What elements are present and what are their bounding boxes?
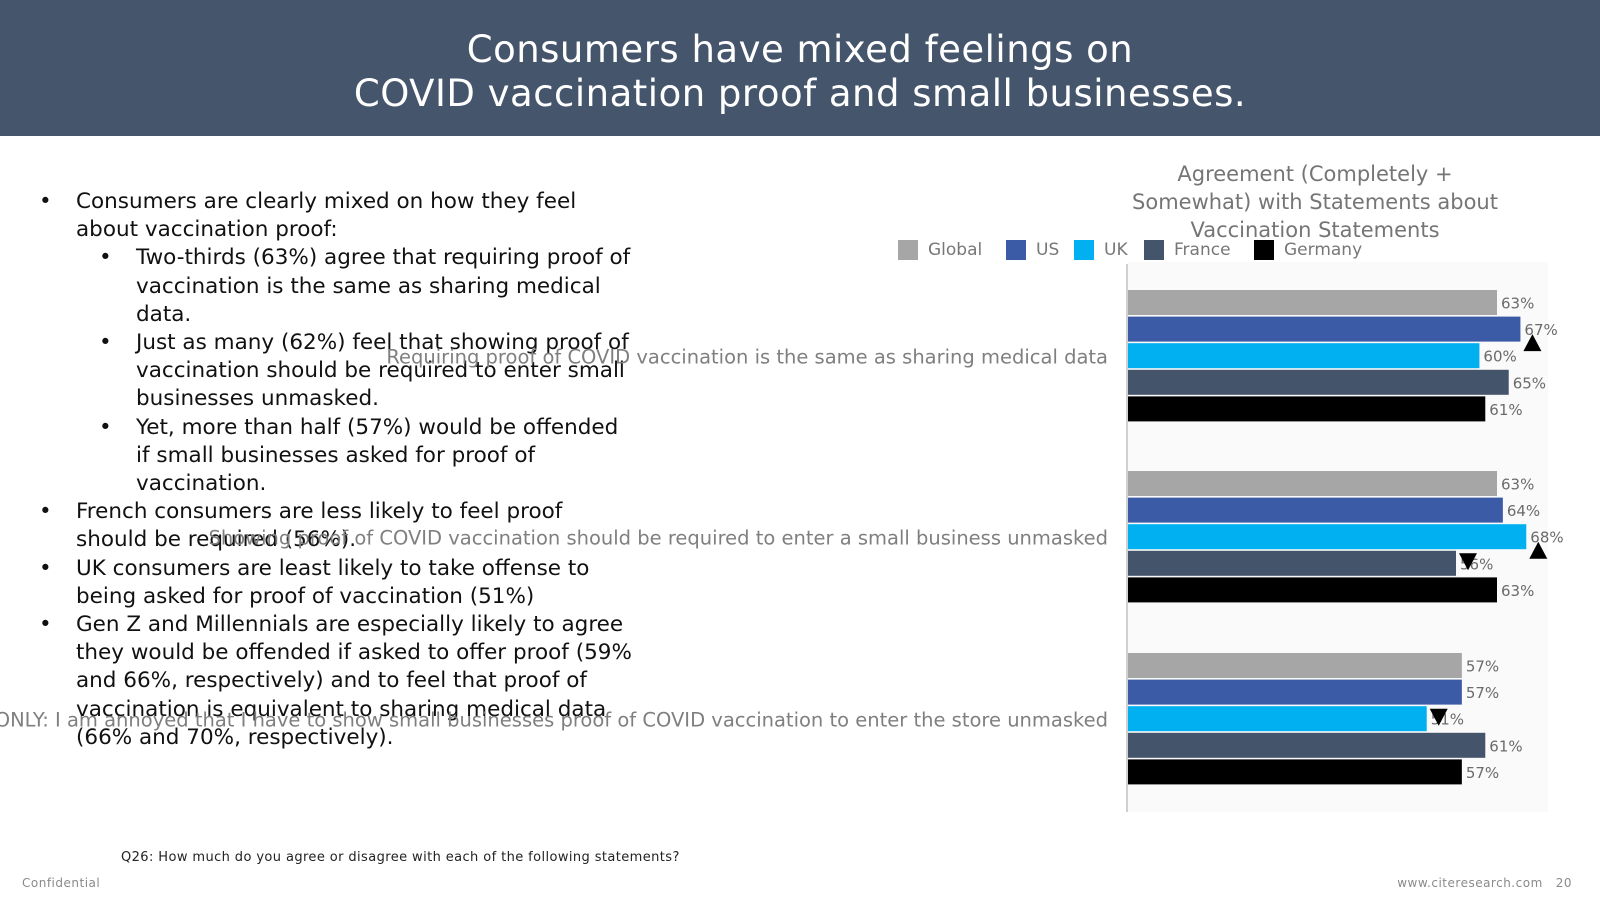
confidential-label: Confidential: [22, 876, 101, 890]
bar: [1128, 706, 1427, 732]
data-label: 68%: [1530, 529, 1563, 547]
bar: [1128, 316, 1521, 342]
legend-swatch-global: [898, 240, 918, 260]
data-label: 57%: [1466, 764, 1499, 782]
page-title-line2: COVID vaccination proof and small busine…: [353, 72, 1247, 115]
bullet-text: Consumers are clearly mixed on how they …: [76, 189, 577, 243]
category-label: Requiring proof of COVID vaccination is …: [386, 346, 1108, 369]
header-banner: Consumers have mixed feelings on COVID v…: [0, 0, 1600, 136]
legend-swatch-uk: [1074, 240, 1094, 260]
bar: [1128, 369, 1509, 395]
data-label: 57%: [1466, 658, 1499, 676]
category-label: ONLY: I am annoyed that I have to show s…: [0, 709, 1108, 732]
sub-bullet-list: Two-thirds (63%) agree that requiring pr…: [96, 244, 636, 498]
bar: [1128, 550, 1456, 576]
bullet-item: French consumers are less likely to feel…: [36, 498, 636, 554]
footer-right: www.citeresearch.com 20: [1397, 876, 1572, 890]
legend-item-france: France: [1144, 239, 1231, 261]
legend-label-france: France: [1174, 240, 1231, 260]
legend-swatch-france: [1144, 240, 1164, 260]
bar: [1128, 343, 1480, 369]
data-label: 64%: [1507, 502, 1540, 520]
significance-down-icon: [1429, 708, 1448, 726]
data-label: 57%: [1466, 684, 1499, 702]
data-label: 67%: [1524, 321, 1557, 339]
legend-label-germany: Germany: [1284, 240, 1363, 260]
bar: [1128, 653, 1462, 678]
legend-label-us: US: [1036, 240, 1060, 260]
data-label: 63%: [1501, 582, 1534, 600]
data-label: 63%: [1501, 295, 1534, 313]
legend-item-global: Global: [898, 239, 982, 261]
legend-swatch-us: [1006, 240, 1026, 260]
chart-title: Agreement (Completely + Somewhat) with S…: [1132, 162, 1498, 242]
bar: [1128, 396, 1486, 422]
bullet-item: Gen Z and Millennials are especially lik…: [36, 611, 636, 752]
significance-down-icon: [1459, 553, 1477, 571]
data-label: 61%: [1489, 737, 1522, 755]
category-label: Showing proof of COVID vaccination shoul…: [208, 527, 1108, 550]
legend-label-uk: UK: [1104, 240, 1128, 260]
legend-item-germany: Germany: [1254, 239, 1362, 261]
bar: [1128, 471, 1497, 496]
bullet-item: UK consumers are least likely to take of…: [36, 555, 636, 611]
data-label: 61%: [1489, 401, 1522, 419]
data-label: 60%: [1483, 348, 1516, 366]
page-number: 20: [1555, 876, 1572, 890]
legend-item-uk: UK: [1074, 239, 1128, 261]
data-label: 65%: [1513, 374, 1546, 392]
bar: [1128, 577, 1497, 603]
bar: [1128, 732, 1486, 758]
survey-question: Q26: How much do you agree or disagree w…: [121, 850, 680, 865]
legend-swatch-germany: [1254, 240, 1274, 260]
bar: [1128, 497, 1503, 523]
significance-up-icon: [1523, 334, 1542, 352]
legend-label-global: Global: [928, 240, 983, 260]
page-title: Consumers have mixed feelings on COVID v…: [0, 28, 1600, 116]
page-title-line1: Consumers have mixed feelings on: [466, 28, 1134, 71]
bullet-list: Consumers are clearly mixed on how they …: [36, 188, 636, 752]
bullet-item: Consumers are clearly mixed on how they …: [36, 188, 636, 498]
data-label: 63%: [1501, 476, 1534, 494]
sub-bullet-item: Just as many (62%) feel that showing pro…: [96, 329, 636, 414]
bar: [1128, 679, 1462, 705]
sub-bullet-item: Yet, more than half (57%) would be offen…: [96, 414, 636, 499]
site-url: www.citeresearch.com: [1397, 876, 1543, 890]
bar: [1128, 759, 1462, 785]
legend-item-us: US: [1006, 239, 1059, 261]
sub-bullet-item: Two-thirds (63%) agree that requiring pr…: [96, 244, 636, 329]
significance-up-icon: [1529, 541, 1548, 559]
bar: [1128, 290, 1497, 315]
bar: [1128, 524, 1527, 550]
